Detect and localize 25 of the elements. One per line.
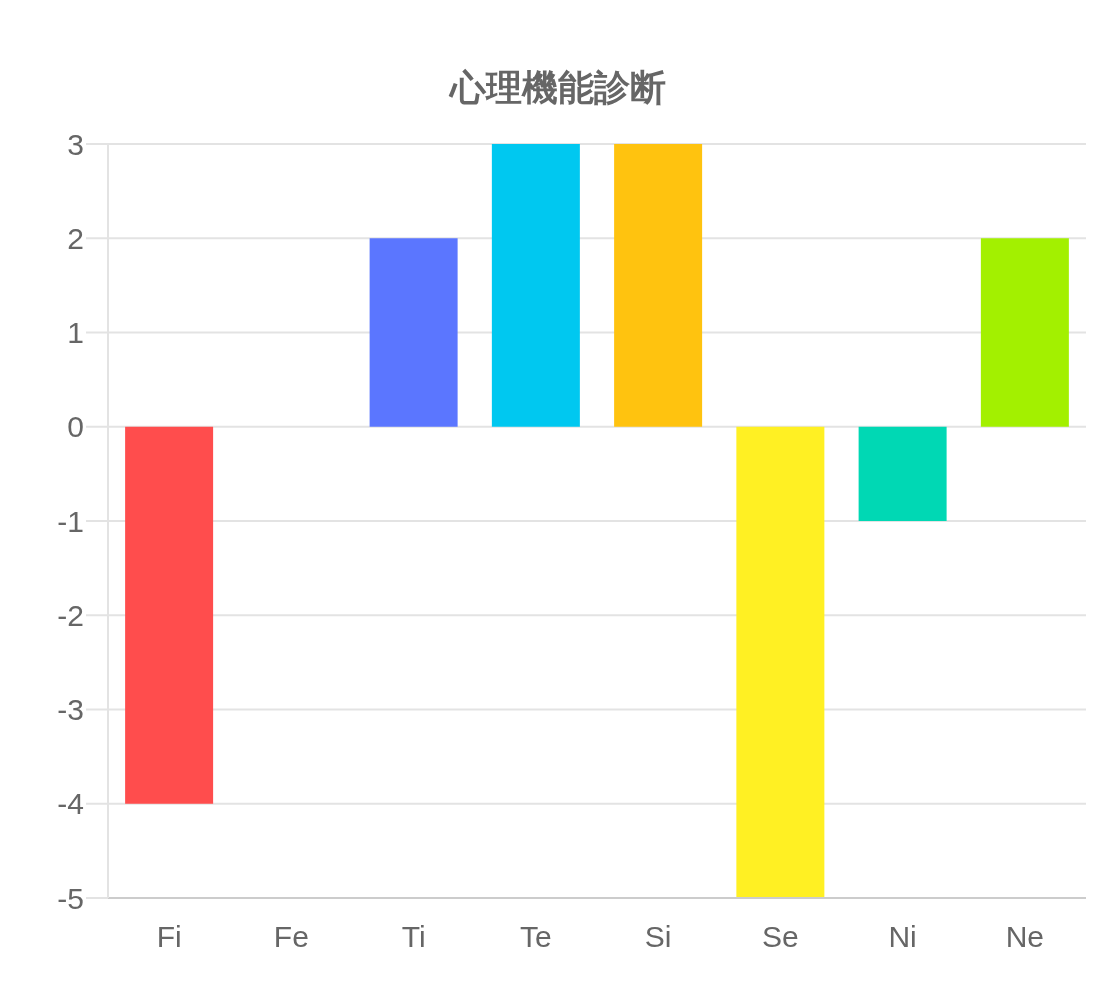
y-tick-label: -3: [57, 693, 84, 727]
chart-title: 心理機能診断: [448, 65, 667, 110]
y-tick-label: -4: [57, 787, 84, 821]
y-tick-label: 1: [67, 316, 84, 350]
bar: [614, 144, 703, 427]
x-tick-label: Ti: [401, 920, 426, 954]
bar: [736, 426, 825, 898]
y-tick-label: 0: [67, 410, 84, 444]
bar: [980, 238, 1069, 427]
y-tick-label: -1: [57, 504, 84, 538]
y-tick-label: -5: [57, 881, 84, 915]
bar: [858, 426, 947, 521]
bar: [369, 238, 458, 427]
y-tick-label: -2: [57, 598, 84, 632]
x-tick-label: Ni: [888, 920, 917, 954]
x-tick-label: Fe: [273, 920, 309, 954]
bar: [491, 144, 580, 427]
x-tick-label: Fi: [156, 920, 182, 954]
x-tick-label: Te: [520, 920, 552, 954]
bar: [125, 426, 214, 804]
y-tick-label: 2: [67, 221, 84, 255]
x-tick-label: Ne: [1005, 920, 1045, 954]
x-tick-label: Si: [644, 920, 672, 954]
y-tick-label: 3: [67, 127, 84, 161]
x-tick-label: Se: [762, 920, 799, 954]
